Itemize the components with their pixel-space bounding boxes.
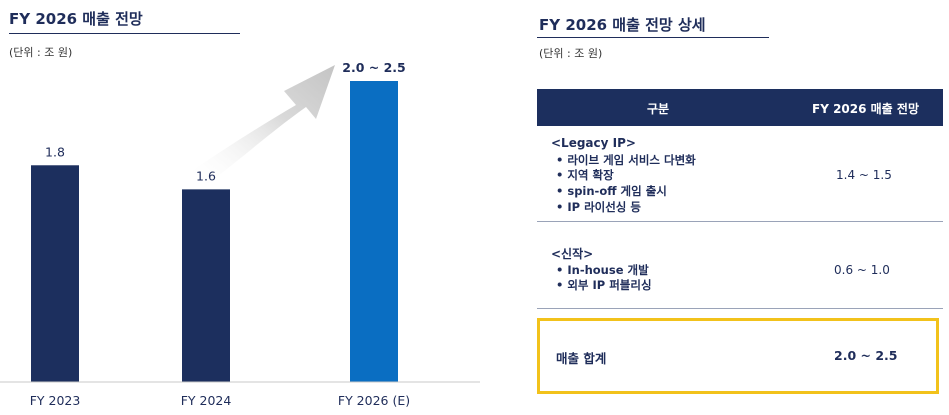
list-item: • 라이브 게임 서비스 다변화 (556, 153, 696, 167)
group-new-titles: <신작> (551, 247, 594, 261)
new-titles-value: 0.6 ~ 1.0 (834, 263, 890, 277)
total-highlight-box (537, 318, 939, 394)
list-item: • 외부 IP 퍼블리싱 (556, 278, 652, 292)
bar-value-label: 2.0 ~ 2.5 (342, 60, 405, 75)
chart-title-underline (9, 33, 240, 34)
x-tick-label: FY 2023 (30, 393, 81, 408)
detail-unit-label: (단위 : 조 원) (539, 47, 603, 60)
list-item: • 지역 확장 (556, 168, 614, 182)
bar-fy-2024 (182, 189, 230, 382)
row-divider (537, 221, 943, 222)
list-item: • IP 라이선싱 등 (556, 200, 641, 214)
x-tick-label: FY 2024 (181, 393, 232, 408)
table-header: 구분 FY 2026 매출 전망 (537, 89, 943, 126)
header-category: 구분 (647, 102, 670, 116)
list-item: • spin-off 게임 출시 (556, 184, 667, 198)
x-tick-label: FY 2026 (E) (338, 393, 410, 408)
bar-fy-2023 (31, 165, 79, 382)
chart-title: FY 2026 매출 전망 (9, 10, 143, 28)
revenue-bar-chart: 1.8 FY 2023 1.6 FY 2024 2.0 ~ 2.5 FY 2026 (E) (0, 60, 480, 408)
header-forecast: FY 2026 매출 전망 (812, 102, 919, 116)
list-item: • In-house 개발 (556, 263, 649, 277)
total-label: 매출 합계 (556, 351, 607, 366)
total-value: 2.0 ~ 2.5 (834, 348, 898, 363)
group-legacy-ip: <Legacy IP> (551, 136, 636, 150)
bar-value-label: 1.6 (196, 168, 216, 183)
chart-unit-label: (단위 : 조 원) (9, 46, 73, 59)
bar-fy-2026-e (350, 81, 398, 382)
detail-title-underline (537, 37, 769, 38)
bar-value-label: 1.8 (45, 144, 65, 159)
row-divider (537, 308, 943, 309)
detail-title: FY 2026 매출 전망 상세 (539, 16, 706, 34)
legacy-ip-value: 1.4 ~ 1.5 (836, 168, 892, 182)
growth-arrow-icon (192, 65, 335, 185)
